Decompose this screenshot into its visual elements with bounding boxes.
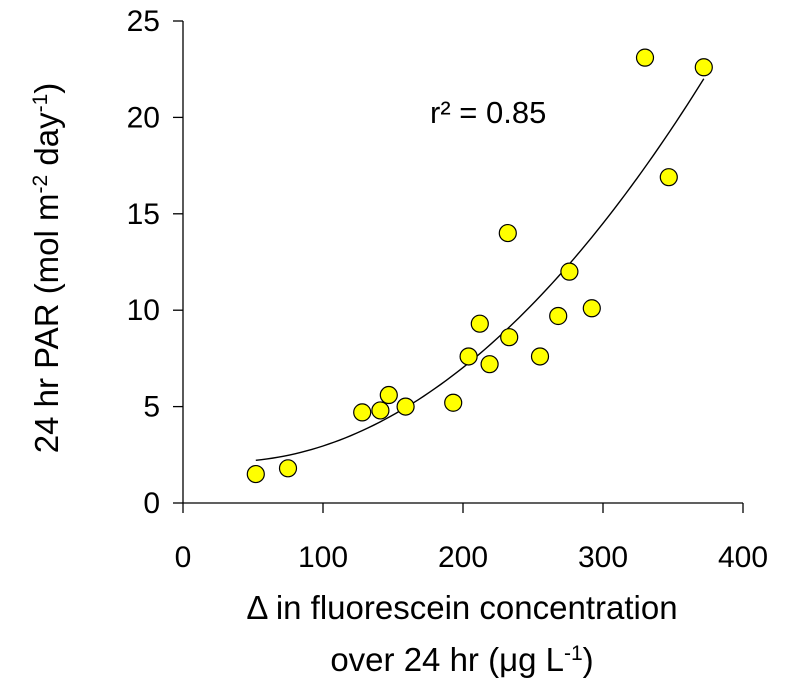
x-tick-label: 400: [718, 541, 768, 574]
data-point: [353, 403, 372, 422]
data-point: [278, 459, 298, 478]
y-tick-label: 20: [127, 101, 160, 134]
data-point: [694, 58, 713, 77]
data-point: [459, 347, 478, 366]
data-point: [549, 306, 568, 326]
y-tick-label: 10: [127, 294, 160, 327]
x-axis-title-line2: over 24 hr (μg L-1): [330, 641, 593, 678]
fit-curve: [255, 78, 705, 461]
data-point: [480, 355, 499, 374]
data-point: [470, 314, 489, 333]
data-point: [530, 347, 550, 366]
y-tick-label: 25: [127, 5, 160, 38]
data-point: [246, 464, 265, 484]
data-point: [379, 385, 398, 405]
data-point: [498, 223, 517, 243]
data-points: [246, 48, 713, 484]
data-point: [560, 262, 579, 281]
x-axis-title-line1: Δ in fluorescein concentration: [246, 589, 677, 626]
r-squared-annotation: r² = 0.85: [430, 95, 546, 130]
y-axis-title: 24 hr PAR (mol m-2 day-1): [28, 83, 65, 454]
x-tick-label: 300: [578, 541, 628, 574]
axes: 0 100 200 300 400 0 5 10 15 20 25: [127, 5, 768, 574]
data-point: [659, 168, 678, 187]
data-point: [396, 397, 415, 416]
data-point: [582, 299, 601, 318]
y-tick-label: 5: [143, 391, 160, 424]
x-tick-label: 200: [438, 541, 488, 574]
y-tick-label: 15: [127, 198, 160, 231]
x-tick-label: 0: [175, 541, 192, 574]
data-point: [444, 393, 463, 412]
fit-curve-layer: [255, 78, 705, 461]
data-point: [635, 48, 655, 67]
data-point: [500, 328, 519, 347]
data-point: [371, 401, 390, 420]
y-tick-label: 0: [143, 487, 160, 520]
x-tick-label: 100: [298, 541, 348, 574]
